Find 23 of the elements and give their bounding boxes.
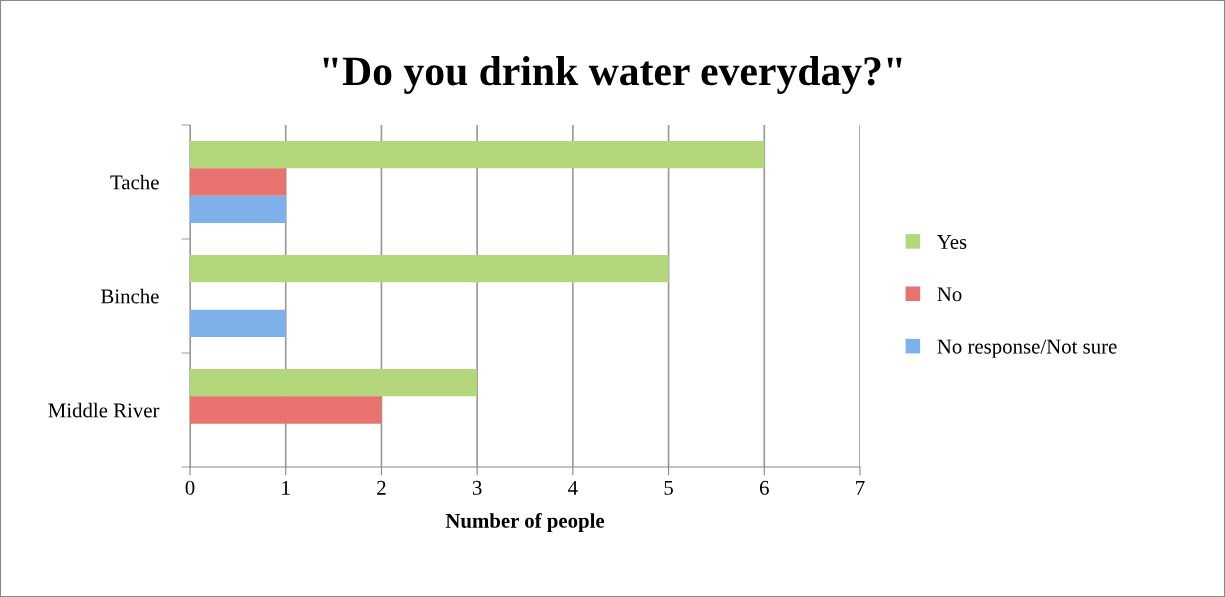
chart-title: "Do you drink water everyday?" bbox=[323, 56, 902, 94]
bar bbox=[190, 309, 286, 338]
x-tick-label: 2 bbox=[377, 480, 386, 495]
x-axis-title: Number of people bbox=[445, 512, 605, 533]
x-tick-label: 5 bbox=[664, 481, 673, 495]
x-tick-label: 6 bbox=[759, 480, 769, 495]
legend-label: No response/Not sure bbox=[937, 339, 1117, 358]
x-tick-label: 0 bbox=[185, 480, 195, 495]
bar bbox=[190, 195, 286, 224]
bar bbox=[190, 168, 286, 196]
x-tick-label: 1 bbox=[282, 480, 290, 495]
x-tick-label: 7 bbox=[856, 481, 865, 495]
bar bbox=[190, 396, 382, 424]
x-tick-label: 3 bbox=[472, 480, 482, 495]
bar bbox=[190, 254, 669, 283]
legend-label: Yes bbox=[937, 235, 967, 249]
y-tick-label: Binche bbox=[101, 288, 159, 304]
bar bbox=[190, 368, 478, 397]
legend-label: No bbox=[937, 287, 962, 302]
y-tick-label: Tache bbox=[110, 174, 159, 190]
bar bbox=[190, 140, 765, 169]
x-tick-label: 4 bbox=[568, 480, 578, 495]
y-tick-label: Middle River bbox=[48, 402, 160, 418]
